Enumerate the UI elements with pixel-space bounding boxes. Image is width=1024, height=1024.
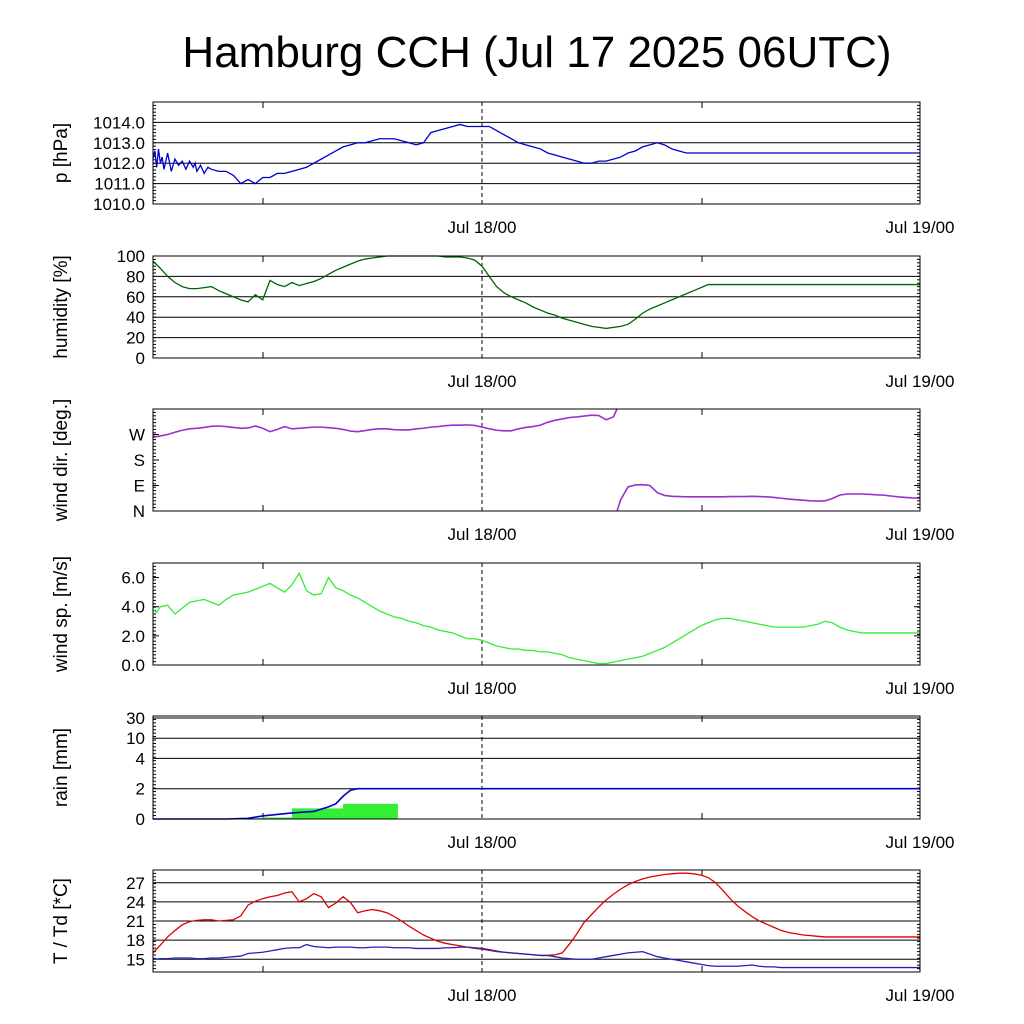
y-tick-label: 6.0 (121, 569, 145, 588)
x-tick-label: Jul 18/00 (448, 986, 517, 1005)
x-tick-label: Jul 19/00 (886, 679, 955, 698)
y-tick-label: 15 (126, 950, 145, 969)
y-tick-label: E (134, 477, 145, 496)
y-tick-label: 20 (126, 329, 145, 348)
panel-frame (152, 869, 921, 973)
y-axis-label: wind sp. [m/s] (51, 556, 72, 673)
y-axis-label: wind dir. [deg.] (51, 399, 72, 523)
panel-frame (152, 562, 921, 666)
y-tick-label: 60 (126, 288, 145, 307)
t-line (152, 872, 920, 957)
y-tick-label: 18 (126, 931, 145, 950)
y-tick-label: 2.0 (121, 627, 145, 646)
y-tick-label: 21 (126, 912, 145, 931)
y-tick-label: N (133, 502, 145, 521)
rain-bar (343, 803, 398, 819)
td-line (152, 943, 920, 969)
y-axis-label: rain [mm] (51, 728, 72, 807)
y-tick-label: 0 (136, 349, 145, 368)
rain-cumulative-line (153, 787, 920, 820)
x-tick-label: Jul 18/00 (448, 525, 517, 544)
y-tick-label: 80 (126, 267, 145, 286)
x-tick-label: Jul 19/00 (886, 218, 955, 237)
wind-dir-line (616, 483, 921, 512)
x-tick-label: Jul 18/00 (448, 218, 517, 237)
y-tick-label: 4.0 (121, 598, 145, 617)
panel-frame (152, 408, 921, 512)
x-tick-label: Jul 18/00 (448, 679, 517, 698)
rain-bar (291, 808, 344, 819)
y-tick-label: 2 (136, 780, 145, 799)
y-tick-label: 1011.0 (94, 175, 145, 194)
y-tick-label: 1010.0 (93, 195, 145, 214)
series-line (152, 123, 920, 185)
y-tick-label: 40 (126, 308, 145, 327)
y-tick-label: 1013.0 (93, 134, 145, 153)
series-line (152, 571, 920, 665)
wind-dir-line (152, 408, 618, 439)
x-tick-label: Jul 18/00 (448, 372, 517, 391)
y-tick-label: 1014.0 (93, 113, 145, 132)
y-axis-label: p [hPa] (51, 123, 72, 183)
y-axis-label: humidity [%] (51, 255, 72, 358)
y-tick-label: 0.0 (121, 656, 145, 675)
y-tick-label: S (134, 451, 145, 470)
x-tick-label: Jul 19/00 (886, 986, 955, 1005)
y-tick-label: 1012.0 (93, 154, 145, 173)
y-tick-label: 4 (136, 749, 145, 768)
chart-title: Hamburg CCH (Jul 17 2025 06UTC) (182, 28, 891, 77)
y-tick-label: 100 (117, 247, 145, 266)
x-tick-label: Jul 19/00 (886, 525, 955, 544)
series-line (152, 255, 920, 330)
panel-frame (152, 715, 921, 820)
x-tick-label: Jul 19/00 (886, 833, 955, 852)
panel-3: 0.0 2.0 4.0 6.0 wind sp. [m/s] Jul 18/00 Jul 1… (51, 556, 955, 698)
rain-bar (262, 817, 292, 819)
y-tick-label: 10 (126, 729, 145, 748)
x-tick-label: Jul 18/00 (448, 833, 517, 852)
y-tick-label: 30 (126, 709, 145, 728)
y-axis-label: T / Td [*C] (51, 878, 72, 964)
y-tick-label: W (129, 426, 145, 445)
panel-frame (152, 101, 921, 205)
y-tick-label: 27 (126, 874, 145, 893)
y-tick-label: 0 (136, 810, 145, 829)
y-tick-label: 24 (126, 893, 145, 912)
panel-frame (152, 255, 921, 359)
x-tick-label: Jul 19/00 (886, 372, 955, 391)
